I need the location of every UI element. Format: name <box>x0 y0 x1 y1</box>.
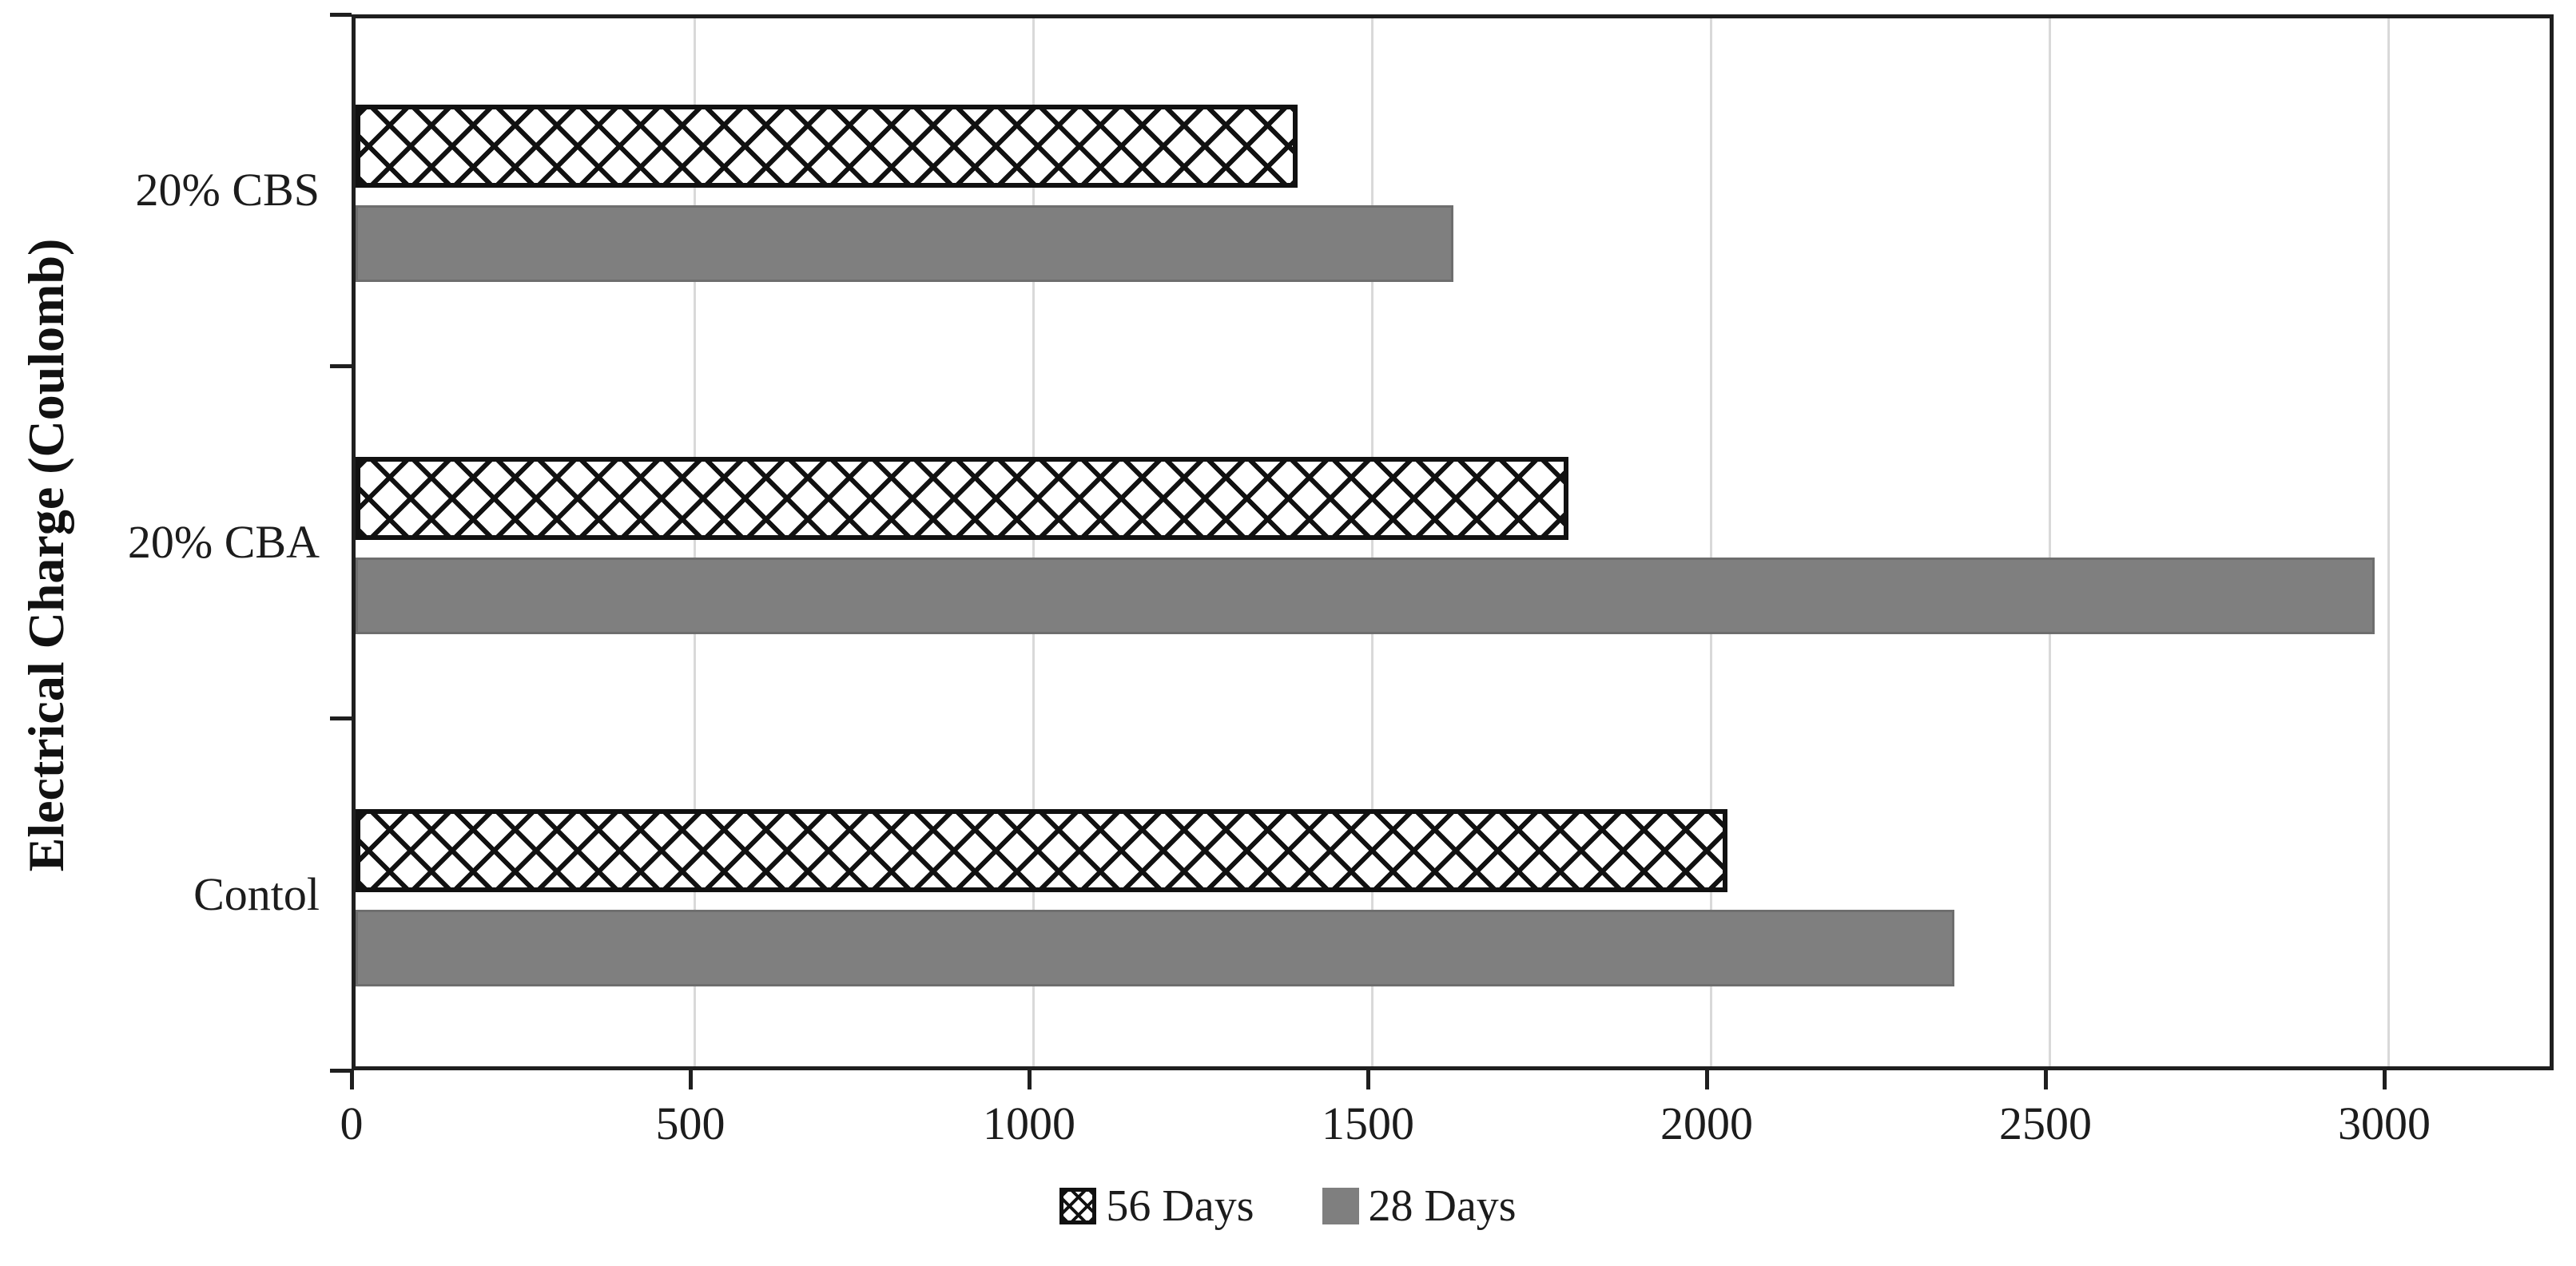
legend: 56 Days 28 Days <box>0 1181 2576 1232</box>
legend-entry-28-days: 28 Days <box>1322 1181 1517 1232</box>
x-tick-label-2500: 2500 <box>1999 1097 2092 1149</box>
bar-56-days-contol <box>356 808 1728 892</box>
legend-swatch-crosshatch-icon <box>1059 1188 1097 1224</box>
gridline-1500 <box>1370 18 1373 1066</box>
x-tick-label-3000: 3000 <box>2338 1097 2431 1149</box>
bar-28-days-contol <box>356 909 1955 986</box>
legend-swatch-solid-icon <box>1322 1188 1359 1224</box>
x-tick-mark-0 <box>349 1070 354 1089</box>
y-tick-mark-2 <box>330 716 352 720</box>
x-tick-mark-1000 <box>1027 1070 1032 1089</box>
gridline-2000 <box>1709 18 1712 1066</box>
bar-28-days-20%-cba <box>356 558 2375 634</box>
legend-label: 56 Days <box>1106 1181 1254 1231</box>
y-tick-mark-3 <box>330 1068 352 1073</box>
bar-56-days-20%-cbs <box>356 105 1298 189</box>
plot-area <box>352 14 2554 1070</box>
x-tick-label-2000: 2000 <box>1660 1097 1753 1149</box>
x-tick-label-1000: 1000 <box>983 1097 1075 1149</box>
gridline-2500 <box>2048 18 2051 1066</box>
gridline-500 <box>693 18 696 1066</box>
x-tick-label-0: 0 <box>340 1097 364 1149</box>
x-tick-mark-500 <box>688 1070 693 1089</box>
x-tick-mark-3000 <box>2382 1070 2387 1089</box>
x-tick-label-1500: 1500 <box>1322 1097 1414 1149</box>
x-tick-mark-2500 <box>2043 1070 2048 1089</box>
x-tick-mark-1500 <box>1366 1070 1370 1089</box>
y-tick-mark-0 <box>330 12 352 17</box>
gridline-1000 <box>1032 18 1035 1066</box>
category-label-contol: Contol <box>193 867 320 920</box>
bar-56-days-20%-cba <box>356 457 1568 540</box>
y-tick-mark-1 <box>330 364 352 369</box>
legend-entry-56-days: 56 Days <box>1059 1181 1254 1232</box>
legend-label: 28 Days <box>1368 1181 1517 1231</box>
x-tick-mark-2000 <box>1704 1070 1709 1089</box>
category-label-20%-cba: 20% CBA <box>127 516 320 568</box>
category-label-20%-cbs: 20% CBS <box>135 164 320 216</box>
gridline-3000 <box>2387 18 2390 1066</box>
bar-28-days-20%-cbs <box>356 205 1453 283</box>
x-tick-label-500: 500 <box>655 1097 725 1149</box>
